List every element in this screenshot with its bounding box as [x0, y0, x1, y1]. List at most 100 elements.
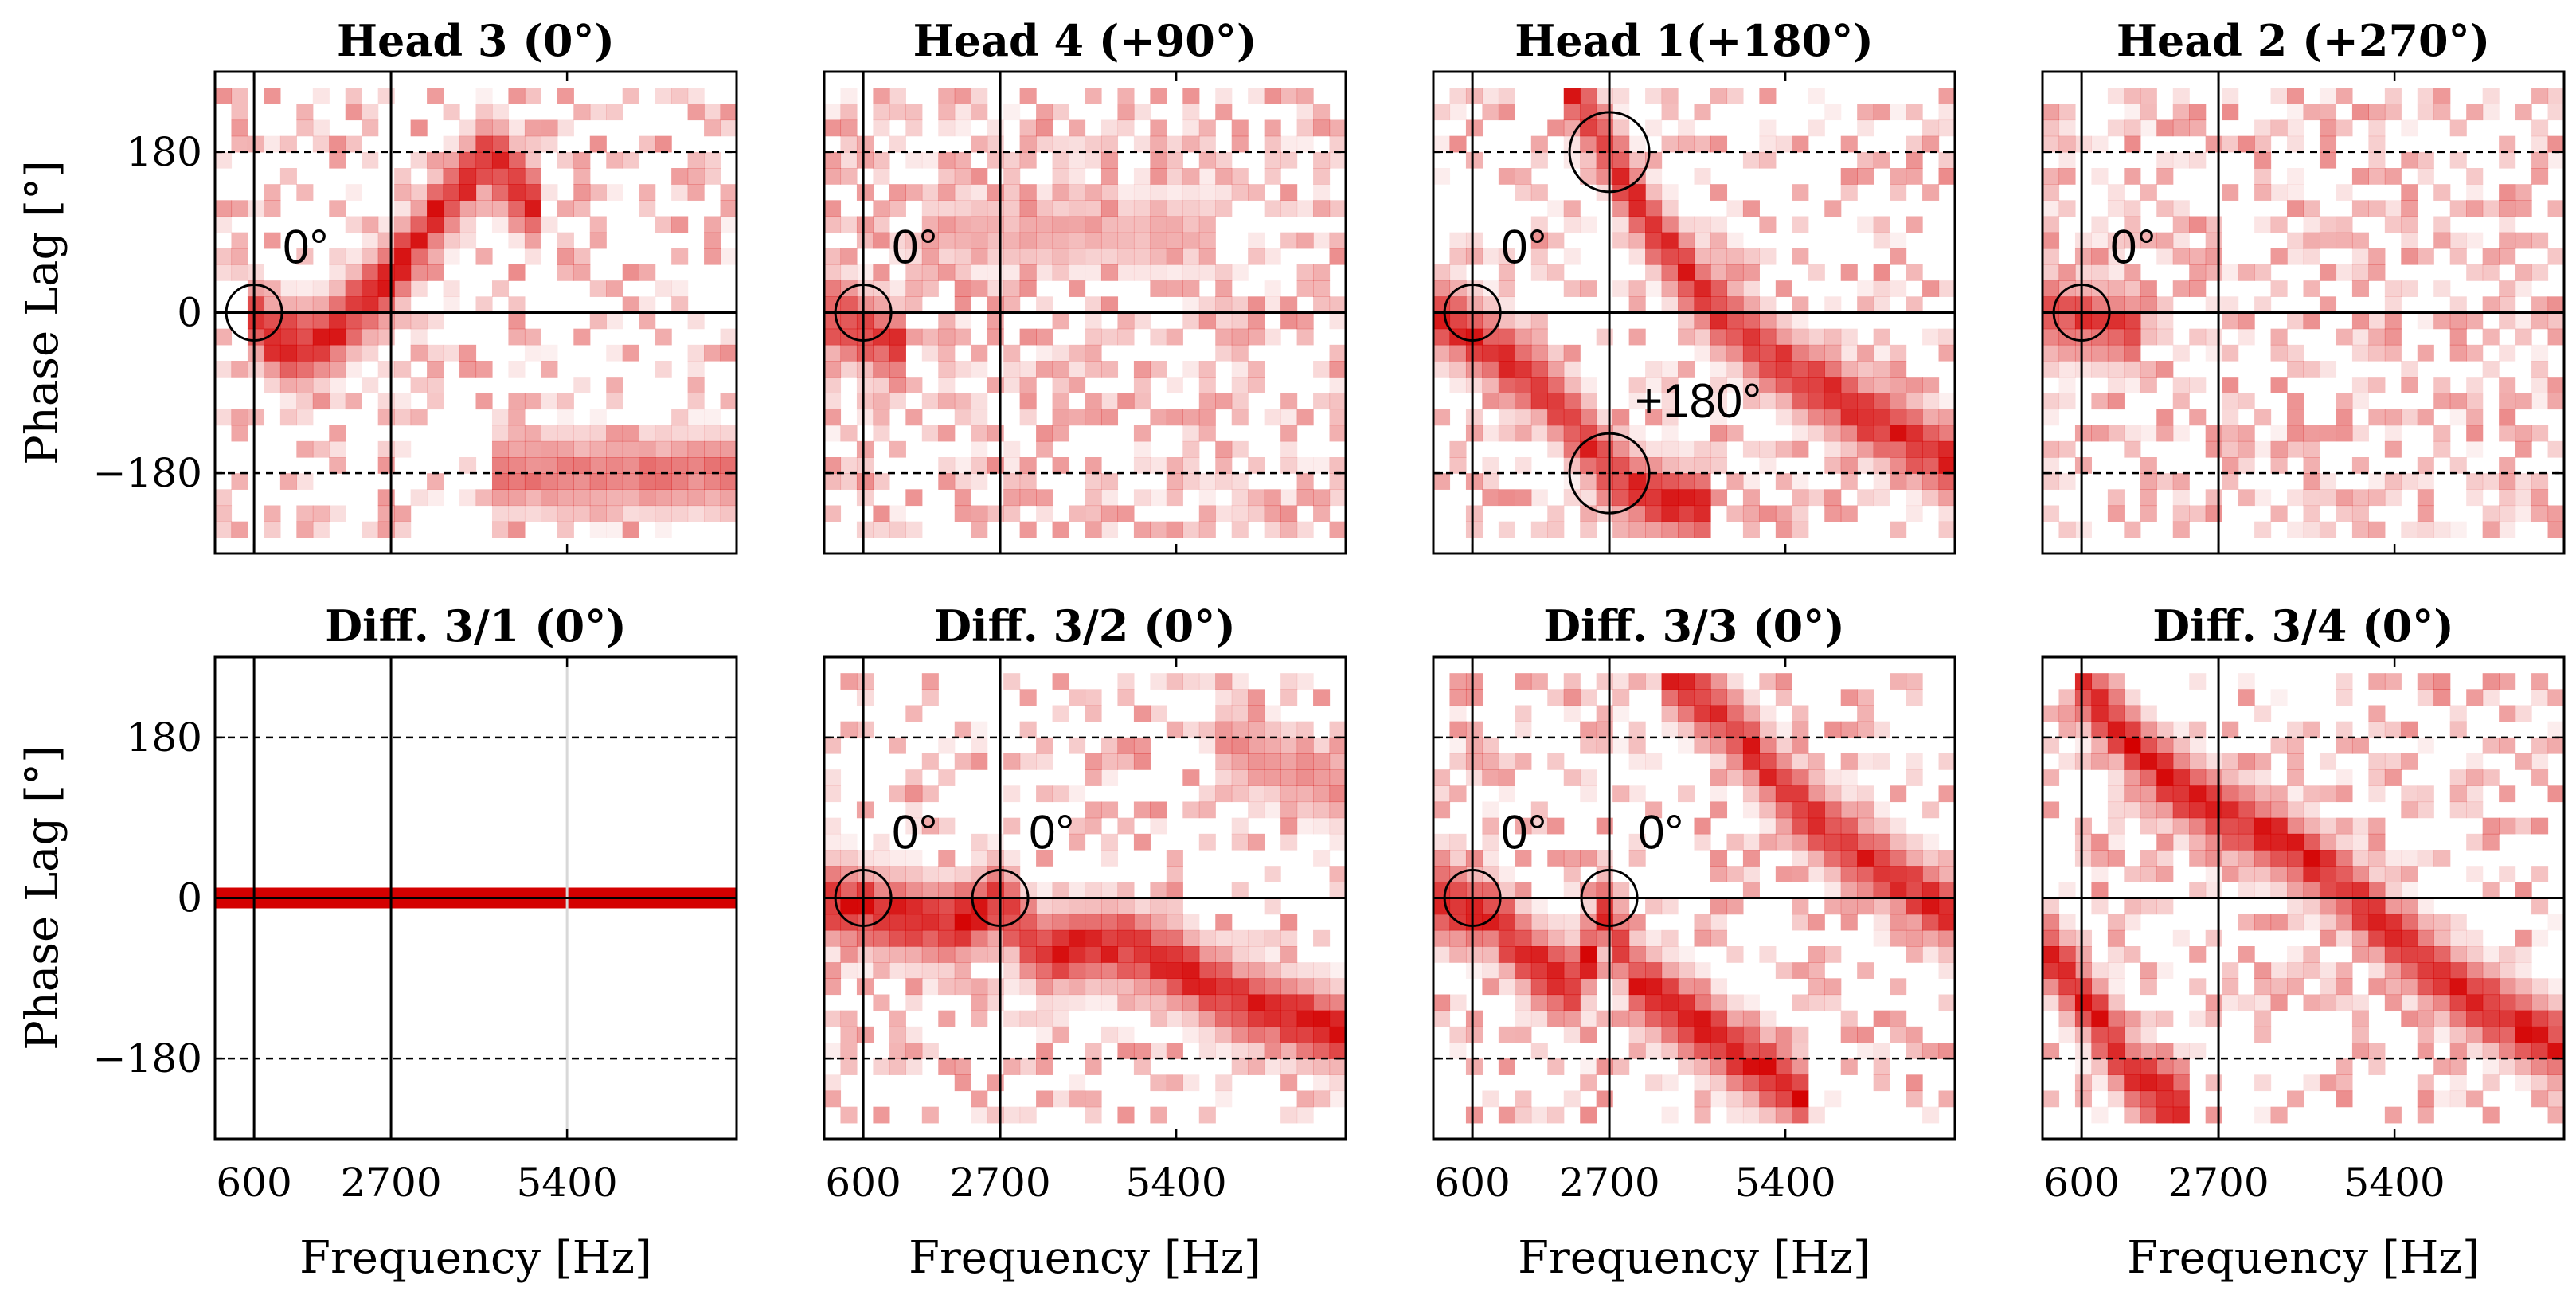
panel-1-cell [247, 200, 265, 217]
panel-1-cell [573, 264, 591, 281]
panel-2-cell [856, 264, 874, 281]
panel-8-cell [2466, 801, 2484, 819]
panel-6-cell [921, 914, 939, 931]
panel-7-cell [1612, 737, 1630, 754]
panel-2-cell [1182, 264, 1200, 281]
panel-1-cell [394, 409, 412, 426]
panel-8-cell [2091, 673, 2109, 690]
panel-7-cell [1465, 721, 1483, 738]
panel-3-cell [1840, 425, 1858, 442]
panel-6-cell [873, 850, 890, 867]
panel-2-cell [1117, 232, 1135, 249]
panel-6-cell [1296, 1058, 1314, 1075]
panel-7-cell [1678, 673, 1695, 690]
panel-4-cell [2238, 393, 2255, 410]
panel-6-cell [1264, 785, 1281, 803]
panel-2-cell [971, 184, 988, 201]
panel-1-cell [410, 184, 428, 201]
panel-1-cell [410, 328, 428, 346]
panel-8-cell [2336, 721, 2353, 738]
panel-8-cell [2303, 721, 2320, 738]
panel-2-cell [1296, 264, 1314, 281]
panel-2-cell [1069, 135, 1086, 153]
panel-7-cell [1840, 914, 1858, 931]
panel-7-cell [1710, 866, 1728, 882]
panel-3-marker-circle [1443, 284, 1502, 342]
panel-6-cell [1003, 673, 1021, 690]
panel-7-cell [1482, 978, 1499, 996]
panel-8-cell [2466, 978, 2484, 996]
panel-8-cell [2287, 962, 2304, 979]
panel-7-cell [1873, 929, 1890, 947]
panel-2-cell [921, 264, 939, 281]
panel-1-ytick-label: 0 [177, 290, 202, 336]
panel-1-cell [410, 232, 428, 249]
panel-3-cell [1612, 521, 1630, 538]
panel-6-cell [921, 1043, 939, 1059]
panel-7-cell [1515, 994, 1532, 1011]
panel-6-cell [1100, 929, 1119, 947]
panel-6-cell [856, 914, 874, 931]
panel-2-cell [1100, 184, 1119, 201]
panel-8-cell [2172, 1074, 2190, 1092]
panel-1-cell [215, 361, 233, 378]
panel-1-cell [606, 104, 623, 121]
panel-1-cell [377, 312, 395, 330]
panel-6-cell [1313, 817, 1331, 835]
panel-8-cell [2417, 1026, 2434, 1043]
panel-6-cell [938, 737, 956, 754]
panel-1-cell [443, 296, 460, 314]
panel-4-cell [2547, 440, 2565, 458]
panel-1-cell [377, 264, 395, 281]
panel-2-cell [1133, 216, 1151, 233]
panel-2-cell [1248, 312, 1265, 330]
panel-7-cell [1922, 866, 1940, 882]
panel-7-cell [1563, 962, 1581, 979]
panel-8-xtick-label: 5400 [2344, 1160, 2445, 1206]
panel-6-cell [840, 898, 858, 915]
panel-3-cell [1661, 505, 1679, 522]
panel-3-cell [1547, 409, 1565, 426]
panel-4: Head 2 (+270°)0° [2041, 15, 2566, 555]
panel-4-cell [2124, 88, 2141, 104]
panel-6-cell [1085, 994, 1102, 1011]
panel-2-cell [1150, 168, 1167, 185]
panel-7-cell [1726, 1074, 1744, 1092]
panel-4-cell [2384, 344, 2402, 362]
panel-1-cell [573, 505, 591, 522]
panel-3-cell [1890, 409, 1907, 426]
panel-4-cell [2124, 344, 2141, 362]
panel-6-cell [1264, 705, 1281, 722]
panel-1-cell [362, 312, 379, 330]
panel-4-cell [2303, 361, 2320, 378]
panel-4-cell [2482, 200, 2500, 217]
panel-2-cell [1296, 200, 1314, 217]
panel-3-cell [1498, 168, 1515, 185]
panel-2-cell [873, 88, 890, 104]
panel-4-cell [2515, 505, 2532, 522]
panel-2-cell [938, 473, 956, 490]
panel-8-cell [2270, 866, 2288, 882]
panel-4-cell [2499, 344, 2516, 362]
panel-6-cell [1280, 737, 1298, 754]
panel-7-cell [1580, 850, 1597, 867]
panel-1-cell [312, 505, 330, 522]
panel-2-cell [873, 312, 890, 330]
panel-1-cell [443, 232, 460, 249]
panel-1-cell [475, 119, 493, 137]
panel-8-cell [2189, 946, 2207, 963]
panel-3-cell [1710, 489, 1728, 507]
panel-6-cell [1264, 962, 1281, 979]
panel-7-cell [1515, 898, 1532, 915]
panel-7-cell [1678, 1043, 1695, 1059]
panel-7-cell [1580, 946, 1597, 963]
panel-4-cell [2270, 328, 2288, 346]
panel-4-cell [2074, 248, 2093, 265]
panel-8-cell [2156, 801, 2174, 819]
panel-6-cell [1215, 785, 1233, 803]
panel-7-cell [1694, 962, 1711, 979]
panel-7-cell [1694, 1026, 1711, 1043]
panel-7-cell [1482, 1090, 1499, 1108]
